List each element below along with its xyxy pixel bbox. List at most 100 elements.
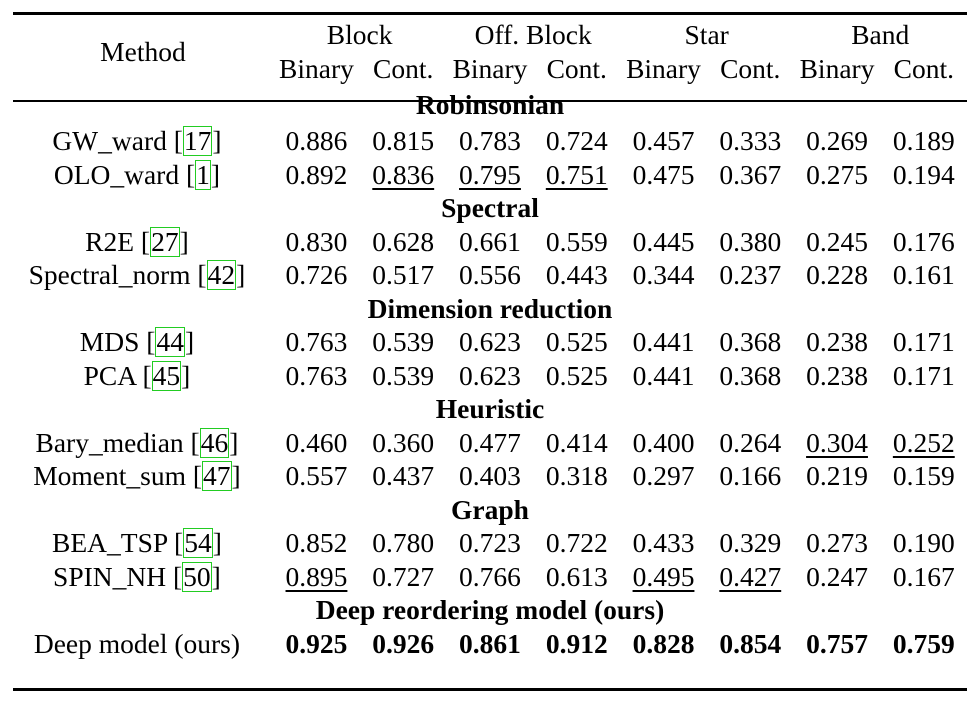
value-text: 0.783 <box>459 125 521 156</box>
value-text: 0.443 <box>545 259 608 290</box>
subheader-cell: Binary <box>626 53 701 85</box>
value-cell: 0.628 <box>360 225 446 259</box>
value-cell: 0.766 <box>446 560 533 594</box>
value-cell: 0.475 <box>620 158 707 192</box>
value-text: 0.912 <box>545 627 608 659</box>
value-cell: 0.441 <box>620 359 707 393</box>
citation-link[interactable]: 46 <box>199 426 230 458</box>
header-row-subcolumns: Binary Cont. Binary Cont. Binary Cont. B… <box>13 52 967 86</box>
value-text: 0.237 <box>719 259 782 290</box>
table-row: Deep model (ours) 0.925 0.926 0.861 0.912 0.8… <box>13 627 967 661</box>
value-text: 0.427 <box>719 560 782 592</box>
value-text: 0.751 <box>545 158 608 190</box>
subheader-cell: Cont. <box>893 53 954 85</box>
value-text: 0.403 <box>459 460 521 491</box>
value-text: 0.559 <box>545 225 608 257</box>
method-header: Method <box>100 36 186 68</box>
section-title: Heuristic <box>435 393 545 424</box>
value-text: 0.329 <box>719 527 782 558</box>
citation-link[interactable]: 54 <box>183 527 213 558</box>
table-row: SPIN_NH [50] 0.895 0.727 0.766 0.613 0.495 0.4… <box>13 560 967 594</box>
section-title: Robinsonian <box>415 89 565 121</box>
value-cell: 0.623 <box>446 325 533 359</box>
citation-link[interactable]: 50 <box>182 560 212 592</box>
citation-link[interactable]: 1 <box>195 158 211 190</box>
table-row: R2E [27] 0.830 0.628 0.661 0.559 0.445 0.380 0.… <box>13 225 967 259</box>
method-cell: OLO_ward [1] <box>53 158 221 190</box>
method-name: Spectral_norm <box>28 259 191 290</box>
subheader-cell: Binary <box>279 53 354 85</box>
value-text: 0.252 <box>892 426 955 458</box>
value-cell: 0.304 <box>793 426 880 460</box>
value-cell: 0.367 <box>707 158 793 192</box>
value-text: 0.661 <box>459 225 521 257</box>
value-text: 0.477 <box>459 426 521 458</box>
value-cell: 0.727 <box>360 560 446 594</box>
value-text: 0.400 <box>632 426 695 458</box>
value-cell: 0.623 <box>446 359 533 393</box>
section-header-row: Deep reordering model (ours) <box>13 593 967 627</box>
value-cell: 0.477 <box>446 426 533 460</box>
value-text: 0.159 <box>892 460 955 491</box>
value-text: 0.854 <box>719 627 782 659</box>
value-text: 0.723 <box>459 527 521 558</box>
value-text: 0.763 <box>285 326 348 357</box>
results-table-body: Method Block Off. Block Star Band Binary… <box>13 18 967 660</box>
value-cell: 0.194 <box>881 158 967 192</box>
value-text: 0.245 <box>806 225 868 257</box>
value-cell: 0.166 <box>707 459 793 493</box>
value-cell: 0.171 <box>881 359 967 393</box>
bottom-rule <box>13 688 967 691</box>
value-cell: 0.557 <box>273 459 360 493</box>
group-header-off-block: Off. Block <box>474 19 592 51</box>
value-text: 0.368 <box>719 326 782 357</box>
value-text: 0.763 <box>285 359 348 391</box>
value-cell: 0.886 <box>273 124 360 158</box>
citation-link[interactable]: 47 <box>202 460 232 491</box>
value-cell: 0.427 <box>707 560 793 594</box>
value-text: 0.457 <box>632 125 695 156</box>
citation-link[interactable]: 45 <box>151 359 182 391</box>
value-cell: 0.751 <box>534 158 620 192</box>
citation-link[interactable]: 17 <box>182 125 213 156</box>
value-cell: 0.525 <box>534 325 620 359</box>
value-text: 0.367 <box>719 158 782 190</box>
value-cell: 0.836 <box>360 158 446 192</box>
value-text: 0.623 <box>459 326 521 357</box>
value-cell: 0.238 <box>793 325 880 359</box>
method-cell: PCA [45] <box>83 359 191 391</box>
value-text: 0.525 <box>545 359 608 391</box>
value-cell: 0.828 <box>620 627 707 661</box>
value-cell: 0.759 <box>881 627 967 661</box>
value-text: 0.269 <box>806 125 868 156</box>
value-cell: 0.925 <box>273 627 360 661</box>
value-text: 0.925 <box>285 627 348 659</box>
value-cell: 0.861 <box>446 627 533 661</box>
value-cell: 0.830 <box>273 225 360 259</box>
citation-link[interactable]: 42 <box>206 259 237 290</box>
value-cell: 0.368 <box>707 359 793 393</box>
value-text: 0.517 <box>372 259 435 290</box>
citation-link[interactable]: 44 <box>155 326 185 357</box>
value-cell: 0.757 <box>793 627 880 661</box>
subheader-cell: Cont. <box>546 53 607 85</box>
value-cell: 0.368 <box>707 325 793 359</box>
section-header-row: Graph <box>13 493 967 527</box>
value-cell: 0.329 <box>707 526 793 560</box>
value-cell: 0.171 <box>881 325 967 359</box>
top-rule <box>13 12 967 15</box>
value-text: 0.437 <box>372 460 435 491</box>
section-title: Graph <box>451 493 529 525</box>
value-text: 0.166 <box>719 460 782 491</box>
value-cell: 0.457 <box>620 124 707 158</box>
citation-link[interactable]: 27 <box>150 225 180 257</box>
value-cell: 0.238 <box>793 359 880 393</box>
value-cell: 0.613 <box>534 560 620 594</box>
value-text: 0.273 <box>806 527 868 558</box>
subheader-cell: Cont. <box>373 53 434 85</box>
method-name: SPIN_NH <box>53 560 167 592</box>
table-row: Moment_sum [47] 0.557 0.437 0.403 0.318 0.297… <box>13 459 967 493</box>
header-rule <box>13 100 967 102</box>
value-text: 0.852 <box>285 527 348 558</box>
value-text: 0.190 <box>892 527 955 558</box>
